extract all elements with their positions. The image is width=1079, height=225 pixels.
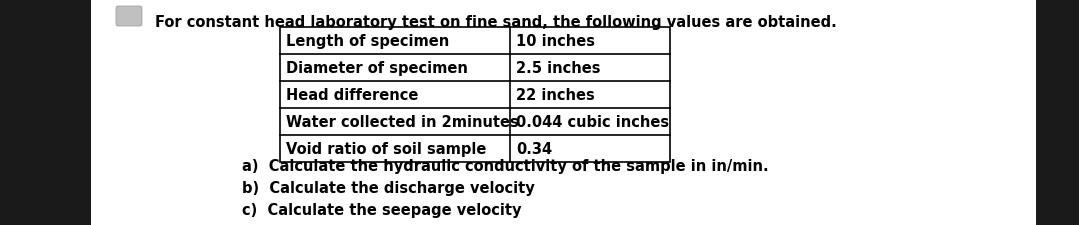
Bar [1036, 0, 1079, 225]
Text: a)  Calculate the hydraulic conductivity of the sample in in/min.: a) Calculate the hydraulic conductivity … [242, 159, 768, 174]
Text: 2.5 inches: 2.5 inches [516, 61, 601, 76]
Text: 0.044 cubic inches: 0.044 cubic inches [516, 115, 669, 129]
Text: Water collected in 2minutes: Water collected in 2minutes [286, 115, 519, 129]
Bar [279, 28, 670, 162]
Text: 0.34: 0.34 [516, 141, 552, 156]
Text: b)  Calculate the discharge velocity: b) Calculate the discharge velocity [242, 181, 535, 196]
Text: Head difference: Head difference [286, 88, 419, 103]
Text: 22 inches: 22 inches [516, 88, 595, 103]
Text: For constant head laboratory test on fine sand, the following values are obtaine: For constant head laboratory test on fin… [155, 14, 836, 29]
Text: Length of specimen: Length of specimen [286, 34, 449, 49]
Bar [0, 0, 91, 225]
Text: c)  Calculate the seepage velocity: c) Calculate the seepage velocity [242, 202, 521, 218]
Text: Diameter of specimen: Diameter of specimen [286, 61, 468, 76]
FancyBboxPatch shape [117, 7, 142, 27]
Text: Void ratio of soil sample: Void ratio of soil sample [286, 141, 487, 156]
Text: 10 inches: 10 inches [516, 34, 595, 49]
